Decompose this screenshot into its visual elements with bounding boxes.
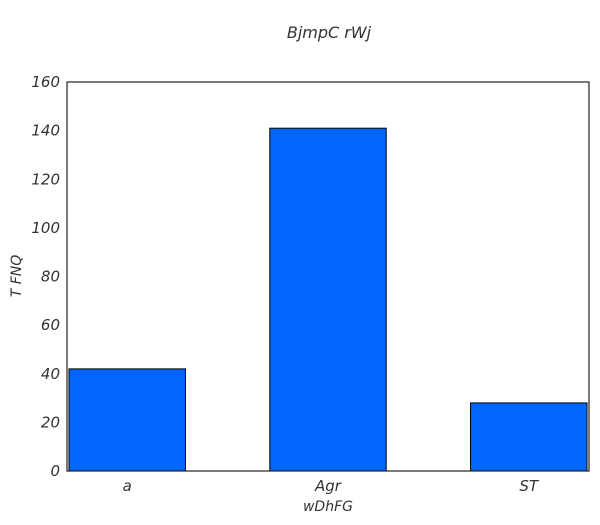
y-tick-label: 80	[41, 268, 60, 286]
x-axis-ticks: a Agr ST	[123, 477, 540, 495]
y-axis-ticks: 0 20 40 60 80 100 120 140 160	[31, 73, 60, 480]
y-tick-label: 0	[50, 462, 60, 480]
y-tick-label: 60	[41, 316, 60, 334]
chart-title: BjmpC rWj	[287, 23, 372, 42]
y-tick-label: 20	[41, 413, 60, 431]
bar-a	[68, 368, 186, 472]
bar-agr	[269, 127, 387, 472]
plot-frame	[66, 81, 590, 472]
y-tick-label: 120	[31, 170, 60, 188]
y-tick-label: 100	[31, 219, 60, 237]
y-axis-label: T FNQ	[9, 255, 25, 298]
y-tick-label: 160	[31, 73, 60, 91]
x-axis-label: wDhFG	[303, 499, 353, 515]
bar-st	[470, 402, 588, 472]
y-tick-label: 40	[41, 365, 60, 383]
x-tick-label: ST	[519, 477, 540, 495]
y-tick-label: 140	[31, 122, 60, 140]
x-tick-label: Agr	[314, 477, 342, 495]
x-tick-label: a	[123, 477, 132, 495]
bars-group	[68, 127, 588, 472]
